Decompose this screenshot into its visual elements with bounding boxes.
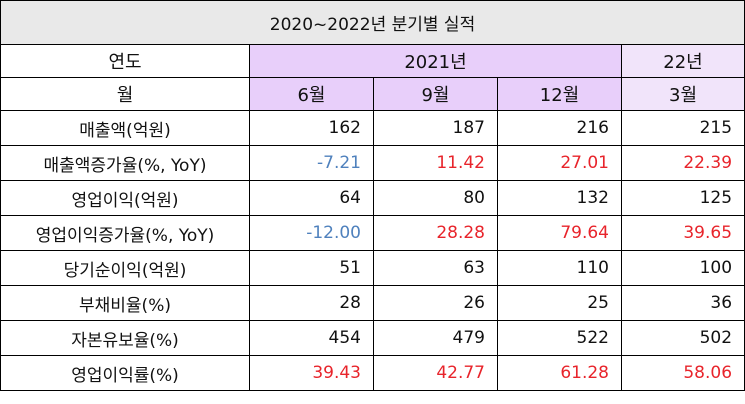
value-cell: 28 bbox=[249, 285, 374, 321]
table-row: 매출액(억원) 162 187 216 215 bbox=[0, 110, 745, 146]
value-cell: 42.77 bbox=[373, 355, 498, 391]
quarterly-results-table: 2020~2022년 분기별 실적 연도 2021년 22년 월 6월 9월 1… bbox=[0, 0, 745, 391]
value-cell: 479 bbox=[373, 320, 498, 356]
year-22-cell: 22년 bbox=[620, 44, 745, 78]
value-cell: 454 bbox=[249, 320, 374, 356]
year-label-cell: 연도 bbox=[0, 44, 250, 78]
value-cell: 162 bbox=[249, 110, 374, 146]
month-cell: 12월 bbox=[497, 77, 622, 111]
row-label: 부채비율(%) bbox=[0, 285, 250, 321]
row-label: 매출액증가율(%, YoY) bbox=[0, 145, 250, 181]
table-row: 영업이익(억원) 64 80 132 125 bbox=[0, 180, 745, 216]
month-cell: 6월 bbox=[249, 77, 374, 111]
value-cell: 39.65 bbox=[620, 215, 745, 251]
value-cell: 22.39 bbox=[620, 145, 745, 181]
value-cell: 26 bbox=[373, 285, 498, 321]
value-cell: 110 bbox=[497, 250, 622, 286]
row-label: 영업이익률(%) bbox=[0, 355, 250, 391]
table-row: 매출액증가율(%, YoY) -7.21 11.42 27.01 22.39 bbox=[0, 145, 745, 181]
value-cell: 63 bbox=[373, 250, 498, 286]
table-row: 자본유보율(%) 454 479 522 502 bbox=[0, 320, 745, 356]
row-label: 자본유보율(%) bbox=[0, 320, 250, 356]
year-2021-cell: 2021년 bbox=[249, 44, 622, 78]
value-cell: 125 bbox=[620, 180, 745, 216]
value-cell: 502 bbox=[620, 320, 745, 356]
month-label-cell: 월 bbox=[0, 77, 250, 111]
table-row: 부채비율(%) 28 26 25 36 bbox=[0, 285, 745, 321]
value-cell: -12.00 bbox=[249, 215, 374, 251]
value-cell: 58.06 bbox=[620, 355, 745, 391]
value-cell: 187 bbox=[373, 110, 498, 146]
value-cell: 79.64 bbox=[497, 215, 622, 251]
value-cell: 61.28 bbox=[497, 355, 622, 391]
row-label: 영업이익(억원) bbox=[0, 180, 250, 216]
value-cell: 132 bbox=[497, 180, 622, 216]
table-row: 당기순이익(억원) 51 63 110 100 bbox=[0, 250, 745, 286]
value-cell: 522 bbox=[497, 320, 622, 356]
value-cell: 51 bbox=[249, 250, 374, 286]
value-cell: 28.28 bbox=[373, 215, 498, 251]
value-cell: -7.21 bbox=[249, 145, 374, 181]
title-row: 2020~2022년 분기별 실적 bbox=[0, 0, 745, 45]
month-header-row: 월 6월 9월 12월 3월 bbox=[0, 77, 745, 111]
value-cell: 100 bbox=[620, 250, 745, 286]
table-row: 영업이익률(%) 39.43 42.77 61.28 58.06 bbox=[0, 355, 745, 391]
year-header-row: 연도 2021년 22년 bbox=[0, 44, 745, 78]
value-cell: 25 bbox=[497, 285, 622, 321]
month-cell: 9월 bbox=[373, 77, 498, 111]
table-title: 2020~2022년 분기별 실적 bbox=[0, 0, 745, 45]
value-cell: 39.43 bbox=[249, 355, 374, 391]
month-cell: 3월 bbox=[620, 77, 745, 111]
value-cell: 36 bbox=[620, 285, 745, 321]
value-cell: 215 bbox=[620, 110, 745, 146]
row-label: 영업이익증가율(%, YoY) bbox=[0, 215, 250, 251]
value-cell: 64 bbox=[249, 180, 374, 216]
row-label: 매출액(억원) bbox=[0, 110, 250, 146]
table-row: 영업이익증가율(%, YoY) -12.00 28.28 79.64 39.65 bbox=[0, 215, 745, 251]
value-cell: 27.01 bbox=[497, 145, 622, 181]
value-cell: 80 bbox=[373, 180, 498, 216]
value-cell: 216 bbox=[497, 110, 622, 146]
value-cell: 11.42 bbox=[373, 145, 498, 181]
row-label: 당기순이익(억원) bbox=[0, 250, 250, 286]
